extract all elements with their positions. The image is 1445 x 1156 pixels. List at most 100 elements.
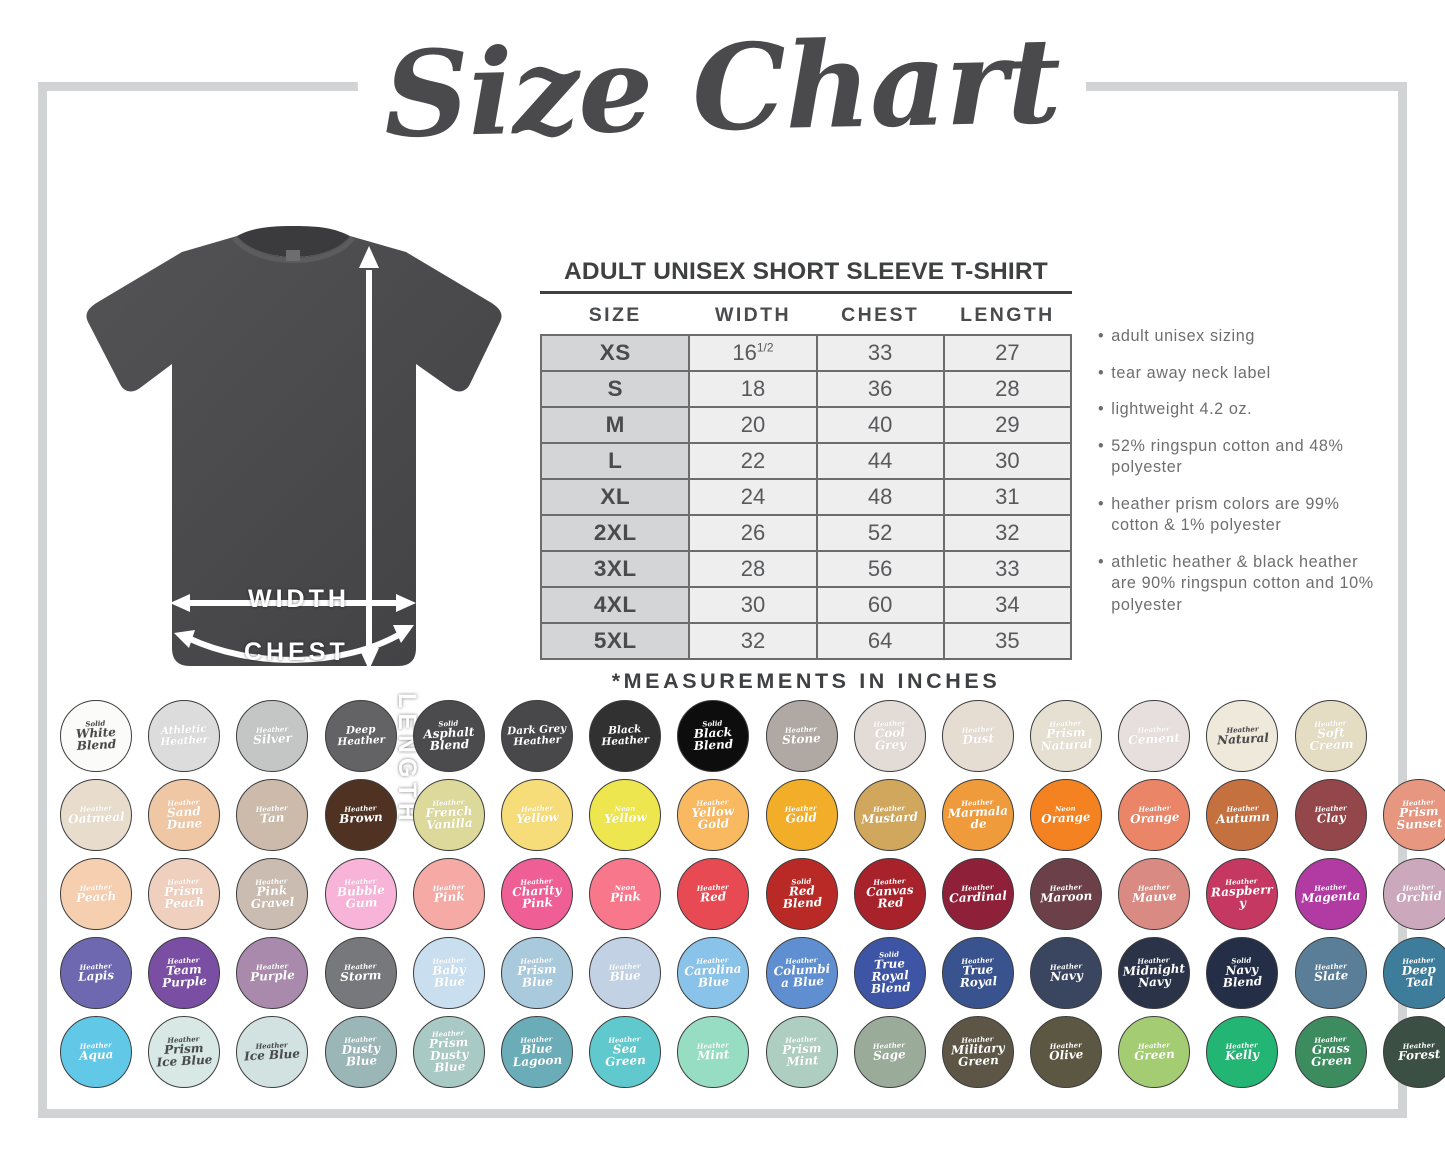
color-swatch[interactable]: Heather Tan — [236, 779, 309, 851]
color-swatch[interactable]: Heather Marmalade — [941, 779, 1014, 851]
color-swatch[interactable]: Heather Peach — [60, 858, 132, 930]
color-swatch[interactable]: Dark Grey Heather — [500, 700, 573, 772]
table-row: L 22 44 30 — [539, 442, 1073, 480]
color-swatch[interactable]: Heather Carolina Blue — [677, 937, 750, 1009]
color-swatch[interactable]: Heather Prism Ice Blue — [148, 1016, 221, 1088]
color-swatch[interactable]: Heather True Royal — [941, 937, 1014, 1009]
color-swatch[interactable]: Heather Green — [1118, 1016, 1191, 1088]
color-swatch-label: Heather Mint — [696, 1040, 730, 1064]
color-swatch-label: Heather Dust — [961, 724, 995, 748]
color-swatch[interactable]: Heather Mint — [677, 1016, 750, 1088]
color-swatch[interactable]: Deep Heather — [324, 700, 397, 772]
color-swatch[interactable]: Heather Ice Blue — [236, 1016, 309, 1088]
color-swatch[interactable]: Solid Navy Blend — [1206, 937, 1279, 1009]
feature-bullet-text: athletic heather & black heather are 90%… — [1111, 552, 1374, 614]
color-swatch[interactable]: Heather Oatmeal — [60, 779, 132, 851]
color-swatch[interactable]: Heather Maroon — [1030, 858, 1103, 930]
cell-width: 24 — [688, 478, 818, 516]
color-swatch[interactable]: Heather Raspberry — [1206, 858, 1279, 930]
color-swatch[interactable]: Heather Clay — [1294, 779, 1367, 851]
color-swatch[interactable]: Heather Cement — [1118, 700, 1191, 772]
color-swatch-label: Athletic Heather — [160, 723, 209, 749]
cell-chest: 44 — [815, 442, 945, 480]
color-swatch[interactable]: Heather Military Green — [941, 1016, 1014, 1088]
color-swatch[interactable]: Heather Prism Dusty Blue — [412, 1016, 485, 1088]
color-swatch-label: Heather Prism Peach — [164, 876, 206, 912]
color-swatch[interactable]: Heather Midnight Navy — [1118, 937, 1191, 1009]
cell-chest: 33 — [815, 334, 945, 372]
color-swatch[interactable]: Heather Soft Cream — [1294, 700, 1367, 772]
color-swatch[interactable]: Heather French Vanilla — [412, 779, 485, 851]
color-swatch[interactable]: Heather Magenta — [1294, 858, 1367, 930]
tshirt-illustration: WIDTH CHEST LENGTH — [62, 218, 524, 826]
color-swatch-label: Heather Tan — [255, 803, 289, 826]
color-swatch[interactable]: Heather Blue — [589, 937, 662, 1009]
color-swatch[interactable]: Heather Brown — [324, 779, 397, 851]
color-swatch[interactable]: Heather Bubble Gum — [324, 858, 397, 930]
color-swatch-label: Black Heather — [601, 723, 650, 749]
color-swatch[interactable]: Heather Prism Mint — [765, 1016, 838, 1088]
color-swatch[interactable]: Heather Sea Green — [589, 1016, 662, 1088]
color-swatch[interactable]: Solid White Blend — [60, 700, 132, 772]
color-swatch[interactable]: Heather Charity Pink — [500, 858, 573, 930]
color-swatch[interactable]: Athletic Heather — [148, 700, 221, 772]
color-swatch[interactable]: Heather Mauve — [1118, 858, 1191, 930]
color-swatch[interactable]: Heather Slate — [1294, 937, 1367, 1009]
color-swatch[interactable]: Heather Gold — [765, 779, 838, 851]
color-swatch[interactable]: Heather Prism Blue — [500, 937, 573, 1009]
color-swatch-label: Neon Pink — [609, 882, 641, 906]
color-swatch-label: Heather Peach — [75, 882, 117, 906]
color-swatch[interactable]: Heather Navy — [1030, 937, 1103, 1009]
color-swatch[interactable]: Solid Black Blend — [677, 700, 750, 772]
color-swatch[interactable]: Heather Sage — [853, 1016, 926, 1088]
color-swatch[interactable]: Neon Orange — [1030, 779, 1103, 851]
color-swatch[interactable]: Heather Cool Grey — [853, 700, 926, 772]
color-swatch[interactable]: Heather Prism Natural — [1030, 700, 1103, 772]
color-swatch[interactable]: Heather Orange — [1118, 779, 1191, 851]
color-swatch[interactable]: Heather Silver — [236, 700, 309, 772]
color-swatch[interactable]: Heather Yellow — [500, 779, 573, 851]
color-swatch[interactable]: Heather Team Purple — [148, 937, 221, 1009]
color-swatch[interactable]: Heather Deep Teal — [1382, 937, 1445, 1009]
color-swatch[interactable]: Heather Pink Gravel — [236, 858, 309, 930]
cell-length: 32 — [942, 514, 1073, 552]
color-swatch[interactable]: Heather Aqua — [60, 1016, 132, 1088]
color-swatch[interactable]: Heather Forest — [1382, 1016, 1445, 1088]
color-swatch[interactable]: Heather Storm — [324, 937, 397, 1009]
color-swatch[interactable]: Heather Yellow Gold — [677, 779, 750, 851]
color-swatch-label: Heather Blue — [608, 961, 642, 985]
color-swatch[interactable]: Heather Dusty Blue — [324, 1016, 397, 1088]
color-swatch[interactable]: Heather Pink — [412, 858, 485, 930]
color-swatch[interactable]: Neon Pink — [589, 858, 662, 930]
color-swatch-label: Heather Green — [1133, 1040, 1176, 1064]
color-swatch[interactable]: Heather Cardinal — [941, 858, 1014, 930]
color-swatch[interactable]: Heather Columbia Blue — [765, 937, 838, 1009]
color-swatch[interactable]: Heather Mustard — [853, 779, 926, 851]
color-swatch[interactable]: Heather Prism Peach — [148, 858, 221, 930]
color-swatch[interactable]: Heather Natural — [1206, 700, 1279, 772]
color-swatch[interactable]: Heather Dust — [941, 700, 1014, 772]
color-swatch-label: Solid Navy Blend — [1222, 955, 1263, 991]
color-swatch-label: Heather Orchid — [1395, 882, 1443, 906]
color-swatch[interactable]: Heather Lapis — [60, 937, 132, 1009]
color-swatch[interactable]: Heather Orchid — [1382, 858, 1445, 930]
color-swatch[interactable]: Heather Baby Blue — [412, 937, 485, 1009]
color-swatch[interactable]: Solid Red Blend — [765, 858, 838, 930]
color-swatch[interactable]: Heather Kelly — [1206, 1016, 1279, 1088]
color-swatch[interactable]: Neon Yellow — [589, 779, 662, 851]
color-swatch[interactable]: Black Heather — [589, 700, 662, 772]
color-swatch[interactable]: Heather Olive — [1030, 1016, 1103, 1088]
color-swatch[interactable]: Heather Grass Green — [1294, 1016, 1367, 1088]
color-swatch-label: Heather Canvas Red — [865, 876, 914, 912]
color-swatch[interactable]: Heather Purple — [236, 937, 309, 1009]
color-swatch[interactable]: Heather Sand Dune — [148, 779, 221, 851]
feature-bullet-text: 52% ringspun cotton and 48% polyester — [1111, 436, 1344, 477]
color-swatch[interactable]: Heather Blue Lagoon — [500, 1016, 573, 1088]
color-swatch[interactable]: Heather Stone — [765, 700, 838, 772]
color-swatch[interactable]: Heather Autumn — [1206, 779, 1279, 851]
color-swatch[interactable]: Heather Canvas Red — [853, 858, 926, 930]
color-swatch[interactable]: Solid True Royal Blend — [853, 937, 926, 1009]
color-swatch[interactable]: Heather Prism Sunset — [1382, 779, 1445, 851]
color-swatch[interactable]: Solid Asphalt Blend — [412, 700, 485, 772]
color-swatch[interactable]: Heather Red — [677, 858, 750, 930]
